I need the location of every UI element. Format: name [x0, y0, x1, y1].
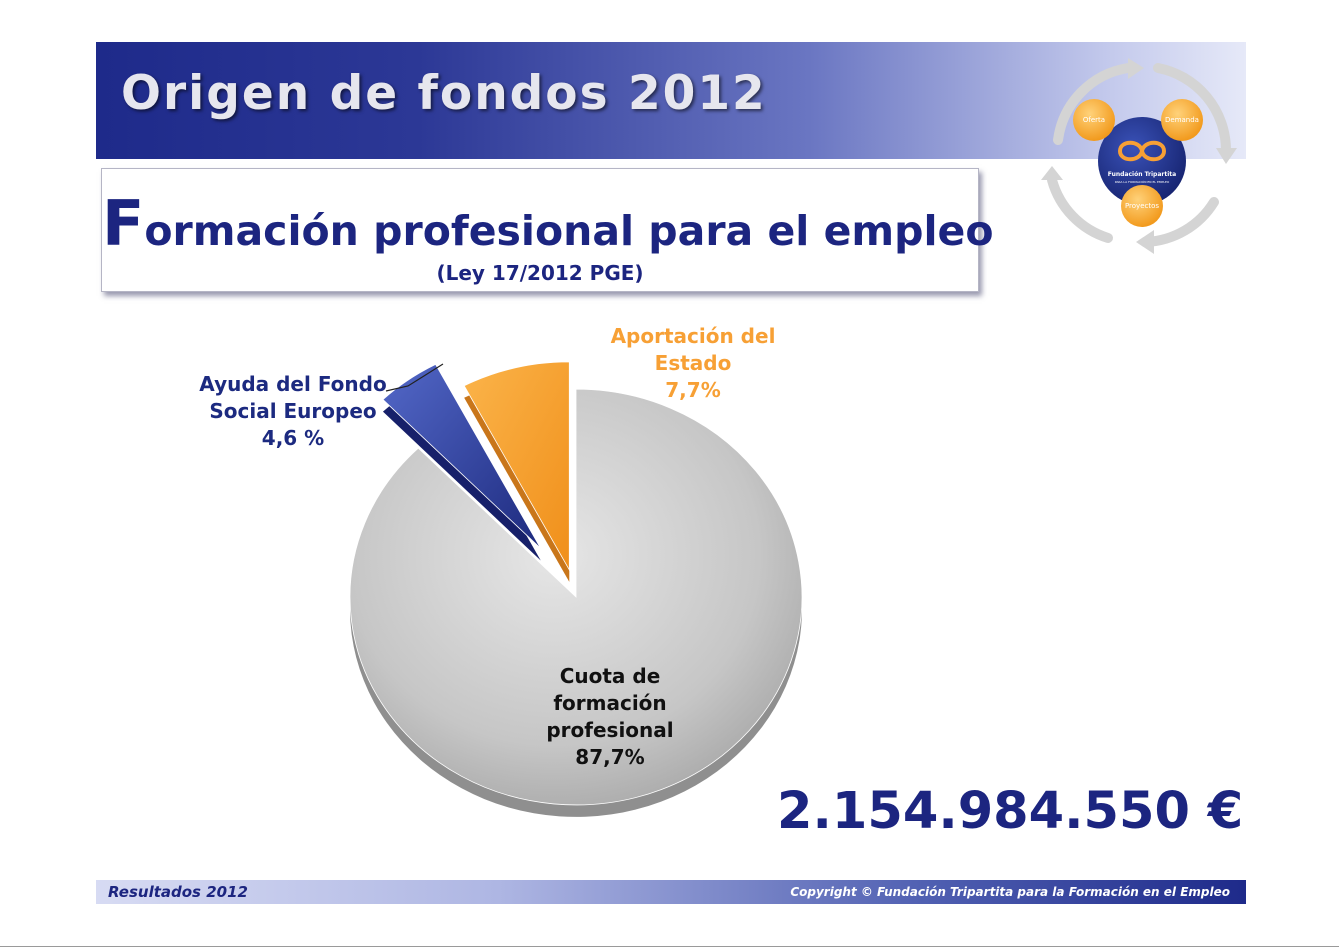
- footer-bar: Resultados 2012 Copyright © Fundación Tr…: [96, 880, 1246, 904]
- subtitle-heading: Formación profesional para el empleo: [102, 187, 994, 260]
- bottom-divider: [0, 946, 1339, 947]
- label-value: 7,7%: [665, 378, 721, 402]
- subtitle-box: Formación profesional para el empleo (Le…: [101, 168, 994, 292]
- label-line: Cuota de: [559, 664, 661, 688]
- infinity-symbol-icon: [1117, 140, 1167, 162]
- label-line: profesional: [546, 718, 674, 742]
- subtitle-rest: ormación profesional para el empleo: [144, 207, 994, 255]
- pie-slice-estado: [463, 361, 570, 572]
- label-line: Estado: [654, 351, 732, 375]
- label-value: 87,7%: [575, 745, 645, 769]
- logo-label-proyectos: Proyectos: [1125, 202, 1159, 210]
- total-amount: 2.154.984.550 €: [777, 782, 1244, 841]
- pie-slice-cuota: [349, 388, 803, 806]
- data-label-fondo-social-europeo: Ayuda del Fondo Social Europeo 4,6 %: [190, 371, 396, 452]
- logo-org-name: Fundación Tripartita: [1108, 171, 1176, 178]
- fundacion-tripartita-logo: Fundación Tripartita PARA LA FORMACIÓN E…: [1041, 58, 1237, 254]
- footer-copyright: Copyright © Fundación Tripartita para la…: [790, 885, 1230, 899]
- label-line: formación: [553, 691, 667, 715]
- subtitle-note: (Ley 17/2012 PGE): [436, 261, 644, 285]
- label-line: Ayuda del Fondo: [199, 372, 387, 396]
- logo-center-circle: [1098, 117, 1186, 205]
- label-line: Social Europeo: [209, 399, 377, 423]
- logo-label-demanda: Demanda: [1165, 116, 1199, 124]
- leader-line-fse: [385, 363, 444, 392]
- data-label-cuota-formacion: Cuota de formación profesional 87,7%: [530, 663, 690, 771]
- data-label-aportacion-estado: Aportación del Estado 7,7%: [600, 323, 786, 404]
- slide-title: Origen de fondos 2012: [121, 66, 767, 121]
- logo-org-tagline: PARA LA FORMACIÓN EN EL EMPLEO: [1115, 179, 1170, 184]
- pie-slice-fse: [382, 363, 542, 549]
- logo-label-oferta: Oferta: [1083, 116, 1105, 124]
- footer-left-text: Resultados 2012: [108, 883, 248, 901]
- subtitle-initial: F: [102, 187, 145, 260]
- cycle-arrows-icon: [1047, 63, 1231, 247]
- label-line: Aportación del: [610, 324, 776, 348]
- label-value: 4,6 %: [261, 426, 325, 450]
